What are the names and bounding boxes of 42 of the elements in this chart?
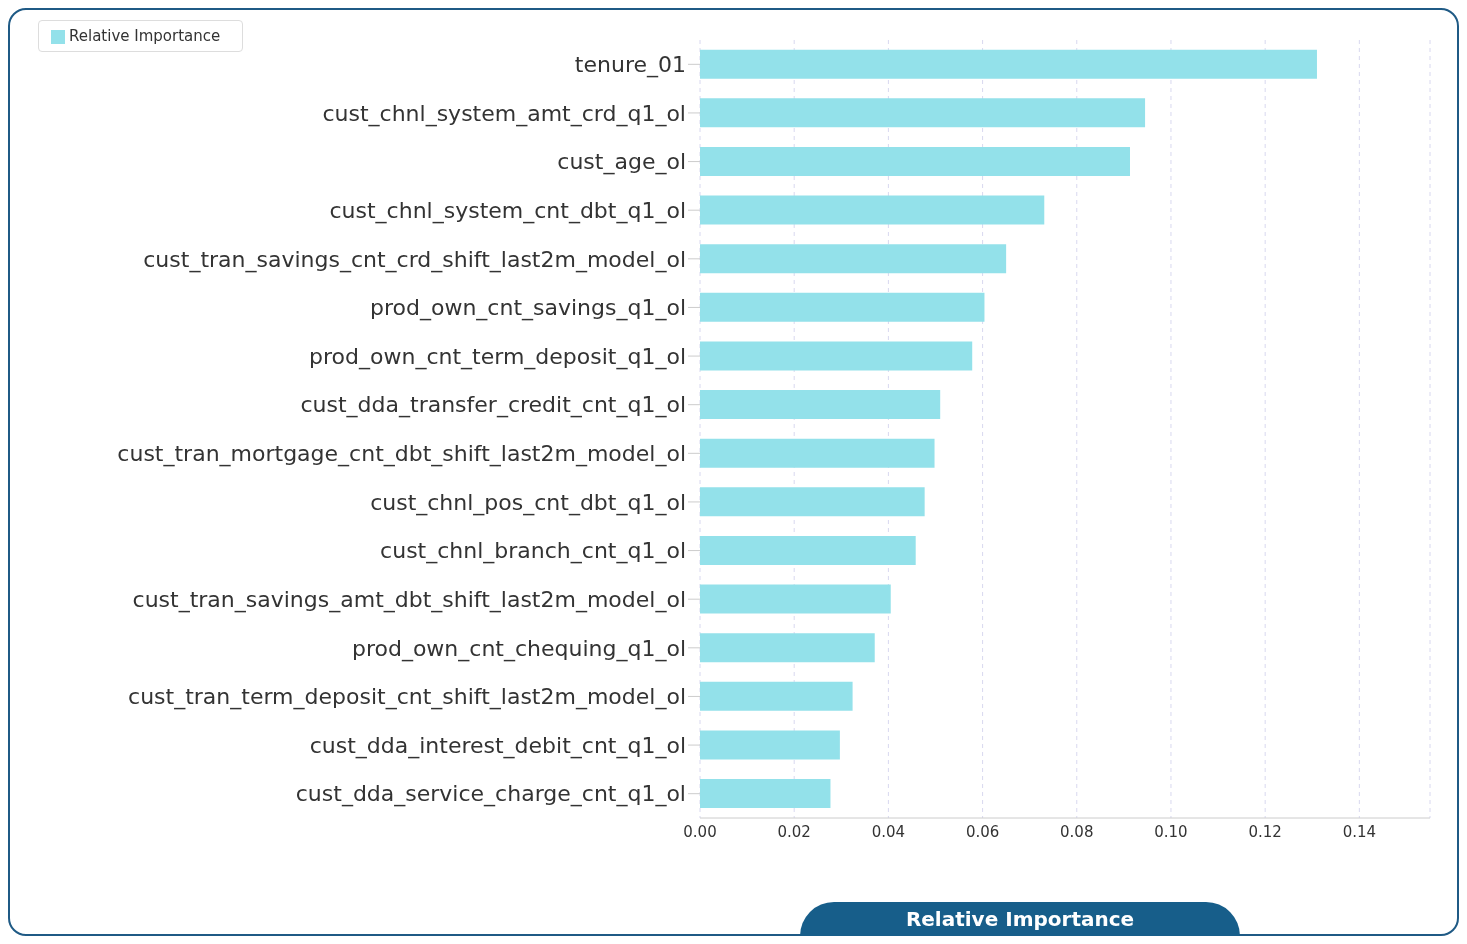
bar — [700, 535, 916, 565]
y-tick-label: cust_dda_interest_debit_cnt_q1_ol — [309, 732, 686, 759]
y-tick-label: prod_own_cnt_chequing_q1_ol — [351, 635, 686, 662]
y-tick-label: prod_own_cnt_savings_q1_ol — [370, 295, 686, 322]
y-tick-label: cust_chnl_pos_cnt_dbt_q1_ol — [370, 489, 686, 516]
bar — [700, 487, 925, 517]
bar — [700, 779, 831, 809]
bar — [700, 195, 1045, 225]
y-tick-label: cust_tran_mortgage_cnt_dbt_shift_last2m_model_ol — [117, 441, 686, 468]
bar — [700, 49, 1317, 79]
bar — [700, 146, 1130, 176]
x-tick-label: 0.12 — [1248, 822, 1282, 841]
legend-label: Relative Importance — [69, 27, 221, 45]
y-tick-label: cust_chnl_branch_cnt_q1_ol — [380, 538, 686, 565]
y-tick-label: cust_dda_transfer_credit_cnt_q1_ol — [300, 392, 686, 419]
x-tick-label: 0.02 — [777, 822, 811, 841]
bar — [700, 438, 935, 468]
bar — [700, 244, 1007, 274]
y-tick-label: tenure_01 — [574, 52, 686, 79]
x-tick-label: 0.00 — [683, 822, 717, 841]
bar — [700, 730, 840, 760]
bar — [700, 98, 1146, 128]
x-tick-label: 0.06 — [965, 822, 1000, 841]
x-tick-label: 0.08 — [1060, 822, 1094, 841]
x-tick-label: 0.14 — [1342, 822, 1377, 841]
x-tick-label: 0.04 — [871, 822, 906, 841]
y-tick-label: cust_tran_savings_amt_dbt_shift_last2m_model_ol — [132, 587, 686, 613]
bar — [700, 292, 985, 322]
bar — [700, 584, 891, 614]
y-tick-label: cust_chnl_system_amt_crd_q1_ol — [322, 100, 686, 127]
bar — [700, 390, 941, 420]
y-tick-label: cust_age_ol — [557, 149, 686, 176]
bar — [700, 633, 875, 663]
bar — [700, 681, 853, 711]
y-tick-label: cust_chnl_system_cnt_dbt_q1_ol — [329, 198, 686, 224]
bar — [700, 341, 973, 371]
x-tick-label: 0.10 — [1154, 822, 1188, 841]
y-tick-label: cust_tran_savings_cnt_crd_shift_last2m_model_ol — [143, 246, 686, 273]
x-axis-title: Relative Importance — [800, 902, 1240, 936]
y-tick-label: prod_own_cnt_term_deposit_q1_ol — [309, 343, 686, 370]
y-tick-label: cust_dda_service_charge_cnt_q1_ol — [295, 781, 686, 808]
y-tick-label: cust_tran_term_deposit_cnt_shift_last2m_model_ol — [128, 684, 686, 711]
